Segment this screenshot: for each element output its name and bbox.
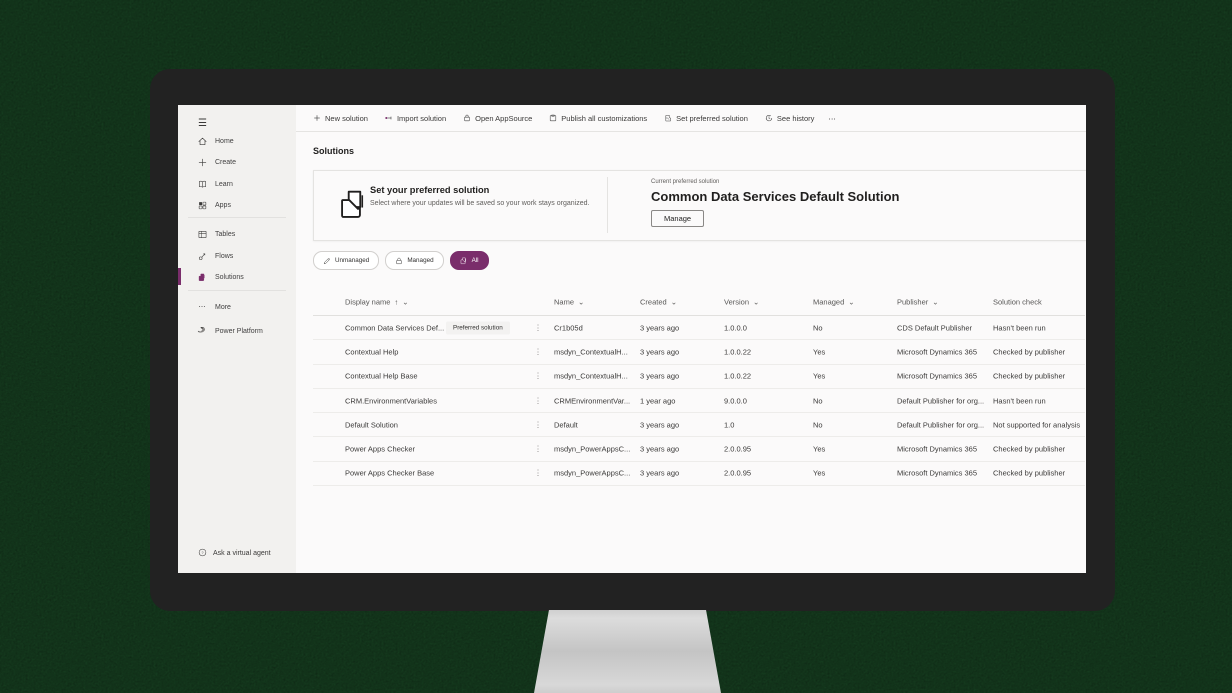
svg-text:?: ? xyxy=(202,551,204,555)
